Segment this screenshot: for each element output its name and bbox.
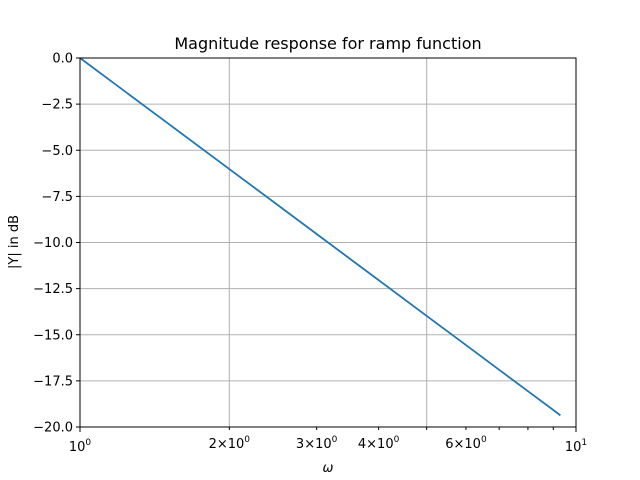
y-tick-label: 0.0 <box>52 52 73 67</box>
x-minor-tick-label: 4×100 <box>358 435 400 452</box>
x-minor-tick-label: 3×100 <box>296 435 338 452</box>
chart-title: Magnitude response for ramp function <box>174 34 481 53</box>
y-tick-label: −10.0 <box>33 236 73 251</box>
y-tick-label: −20.0 <box>33 421 73 436</box>
x-major-tick-label: 100 <box>69 438 92 455</box>
x-axis-label: ω <box>323 461 334 476</box>
x-minor-tick-label: 2×100 <box>209 435 251 452</box>
y-axis-ticks: 0.0 −2.5 −5.0 −7.5 −10.0 −12.5 −15.0 −17.5 −20.0 <box>33 52 80 436</box>
x-axis-ticks: 100 101 2×100 3×100 4×100 6×100 <box>69 427 587 455</box>
y-tick-label: −7.5 <box>41 190 73 205</box>
magnitude-series-line <box>79 57 561 417</box>
y-axis-label: |Y| in dB <box>7 215 22 269</box>
y-tick-label: −15.0 <box>33 328 73 343</box>
y-tick-label: −5.0 <box>41 144 73 159</box>
y-tick-label: −17.5 <box>33 374 73 389</box>
x-minor-tick-label: 6×100 <box>445 435 487 452</box>
x-major-tick-label: 101 <box>565 438 587 455</box>
y-tick-label: −12.5 <box>33 282 73 297</box>
y-tick-label: −2.5 <box>41 98 73 113</box>
plot-lines <box>79 57 561 417</box>
